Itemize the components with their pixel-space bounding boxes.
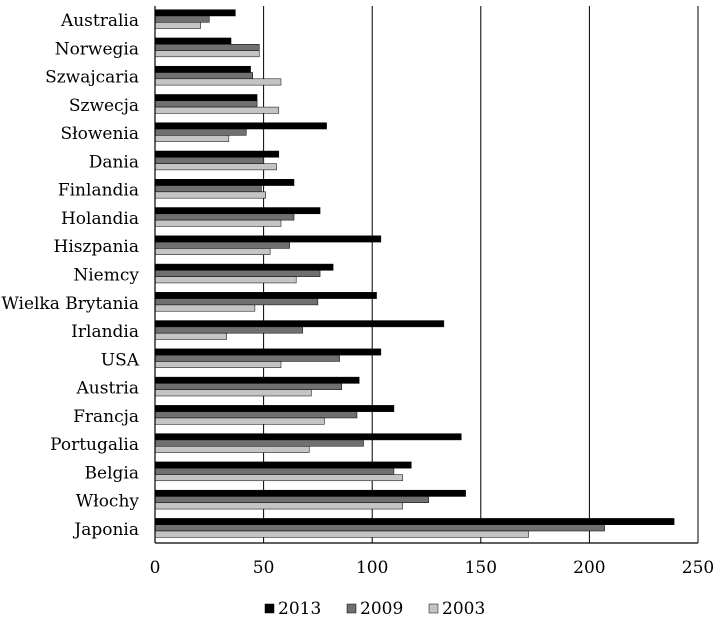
bar-2003 — [154, 304, 256, 312]
bar-2013 — [154, 518, 675, 525]
category-label: Irlandia — [71, 322, 139, 342]
bar-2009 — [154, 411, 358, 419]
category-label: Hiszpania — [54, 237, 139, 257]
bar-2009 — [154, 270, 321, 277]
category-label: Australia — [60, 11, 139, 31]
bar-2003 — [154, 417, 325, 425]
category-label: Szwecja — [69, 96, 139, 116]
bar-2013 — [154, 122, 327, 130]
legend-label-2009: 2009 — [360, 599, 403, 619]
x-tick-label: 200 — [573, 558, 605, 578]
bar-2013 — [154, 235, 382, 243]
category-label: USA — [101, 350, 140, 370]
category-label: Belgia — [85, 463, 139, 483]
bar-2003 — [154, 332, 227, 340]
bar-2013 — [154, 433, 462, 441]
x-tick-labels: 0 50 100 150 200 250 — [150, 558, 715, 578]
gridlines — [263, 6, 699, 543]
bar-2003 — [154, 361, 282, 368]
bar-2009 — [154, 383, 343, 390]
bar-2003 — [154, 50, 260, 58]
bar-2013 — [154, 489, 466, 497]
bar-2009 — [154, 326, 303, 334]
bar-2009 — [154, 524, 605, 532]
category-label: Słowenia — [60, 124, 139, 144]
category-label: Norwegia — [55, 39, 139, 59]
bar-2013 — [154, 405, 395, 412]
bar-2009 — [154, 185, 262, 193]
bar-2013 — [154, 94, 258, 102]
category-label: Francja — [73, 407, 139, 427]
bar-2003 — [154, 191, 267, 199]
bar-2003 — [154, 248, 271, 255]
bar-2009 — [154, 15, 210, 23]
category-label: Holandia — [61, 209, 139, 229]
bar-2009 — [154, 100, 258, 108]
bar-2003 — [154, 530, 529, 538]
bar-2013 — [154, 150, 280, 158]
bar-2003 — [154, 219, 282, 227]
bar-2009 — [154, 496, 429, 504]
bar-2013 — [154, 320, 445, 328]
x-tick-label: 250 — [682, 558, 714, 578]
legend-label-2013: 2013 — [278, 599, 321, 619]
bar-2009 — [154, 467, 395, 475]
bar-2003 — [154, 135, 230, 142]
bar-2009 — [154, 157, 264, 164]
bar-2009 — [154, 354, 340, 362]
bar-2003 — [154, 78, 282, 86]
bar-2013 — [154, 207, 321, 215]
bar-2009 — [154, 128, 247, 136]
category-label: Japonia — [72, 520, 139, 540]
x-tick-label: 50 — [253, 558, 275, 578]
bar-2013 — [154, 348, 382, 356]
bar-2013 — [154, 65, 251, 73]
bar-2009 — [154, 298, 319, 306]
bar-2013 — [154, 9, 236, 17]
category-label: Włochy — [76, 492, 140, 512]
category-label: Wielka Brytania — [1, 294, 139, 314]
legend-swatch-2009 — [346, 603, 357, 614]
bar-2009 — [154, 213, 295, 221]
category-label: Niemcy — [73, 266, 139, 286]
x-tick-label: 150 — [465, 558, 497, 578]
legend: 2013 2009 2003 — [264, 599, 485, 619]
bar-2003 — [154, 163, 277, 171]
bar-2009 — [154, 439, 364, 447]
legend-label-2003: 2003 — [442, 599, 485, 619]
bar-2013 — [154, 37, 232, 45]
category-label: Portugalia — [50, 435, 139, 455]
bar-2009 — [154, 43, 260, 51]
legend-swatch-2013 — [264, 603, 275, 614]
bar-2003 — [154, 474, 403, 482]
bar-2013 — [154, 376, 360, 384]
bar-2003 — [154, 389, 312, 397]
bar-2009 — [154, 72, 253, 80]
bar-2013 — [154, 292, 377, 299]
legend-swatch-2003 — [428, 603, 439, 614]
bar-2013 — [154, 263, 334, 271]
bar-2003 — [154, 276, 297, 284]
category-label: Austria — [76, 379, 139, 399]
bars — [154, 9, 675, 538]
bar-2003 — [154, 502, 403, 510]
x-tick-label: 100 — [356, 558, 388, 578]
category-label: Finlandia — [58, 181, 139, 201]
category-label: Dania — [89, 152, 139, 172]
category-labels: Australia Norwegia Szwajcaria Szwecja Słowen… — [1, 11, 139, 540]
bar-2003 — [154, 106, 280, 114]
bar-2013 — [154, 179, 295, 186]
axes — [154, 6, 698, 544]
bar-2013 — [154, 461, 412, 469]
bar-2009 — [154, 241, 290, 249]
x-tick-label: 0 — [150, 558, 161, 578]
category-label: Szwajcaria — [45, 68, 139, 88]
bar-2003 — [154, 22, 201, 29]
bar-2003 — [154, 445, 310, 453]
